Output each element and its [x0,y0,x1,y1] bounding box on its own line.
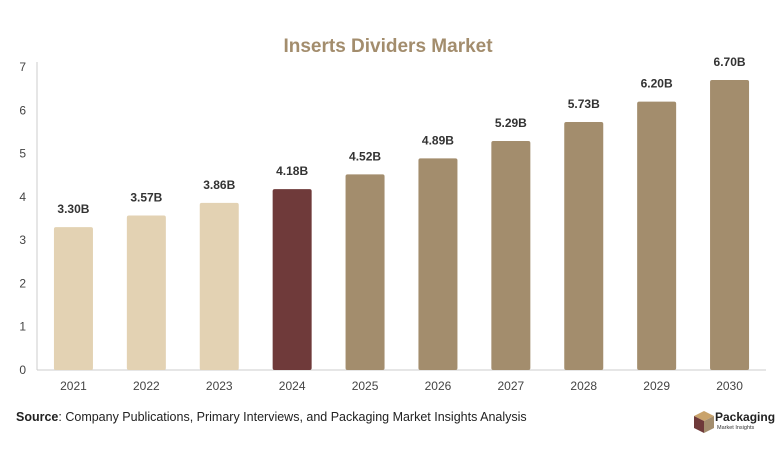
y-tick-label: 0 [19,363,26,377]
chart-title: Inserts Dividers Market [283,36,493,57]
x-tick-label-2024: 2024 [279,379,306,393]
y-tick-label: 3 [19,233,26,247]
x-axis: 2021 2022 2023 2024 2025 2026 2027 2028 2029 2030 [60,379,743,393]
source-note: Source: Company Publications, Primary In… [16,410,527,424]
bar-2027 [491,141,531,370]
data-label-2024: 4.18B [276,164,308,178]
y-tick-label: 6 [19,103,26,117]
bar-2028 [564,121,604,370]
logo-subtitle: Market Insights [717,425,755,431]
data-labels-group: 3.30B 3.57B 3.86B 4.18B 4.52B 4.89B 5.29B 5.73B… [57,55,745,216]
bar-2024 [272,189,312,370]
box-icon [694,411,714,433]
y-tick-label: 2 [19,276,26,290]
brand-logo: Packaging Market Insights [693,408,776,436]
x-tick-label-2029: 2029 [643,379,670,393]
y-tick-label: 7 [19,60,26,74]
data-label-2026: 4.89B [422,133,454,147]
data-label-2027: 5.29B [495,116,527,130]
data-label-2025: 4.52B [349,149,381,163]
source-label: Source [16,410,59,424]
source-text: : Company Publications, Primary Intervie… [58,410,527,424]
bar-2022 [126,215,166,370]
data-label-2023: 3.86B [203,178,235,192]
data-label-2030: 6.70B [714,55,746,69]
data-label-2029: 6.20B [641,77,673,91]
y-tick-label: 4 [19,190,26,204]
x-tick-label-2022: 2022 [133,379,160,393]
bar-2029 [637,101,677,370]
bars-group [53,79,750,370]
bar-2025 [345,174,385,370]
data-label-2022: 3.57B [130,190,162,204]
y-tick-label: 5 [19,147,26,161]
x-tick-label-2021: 2021 [60,379,87,393]
x-tick-label-2023: 2023 [206,379,233,393]
bar-2023 [199,202,239,370]
x-tick-label-2030: 2030 [716,379,743,393]
x-tick-label-2026: 2026 [425,379,452,393]
y-tick-label: 1 [19,320,26,334]
logo-name: Packaging [715,410,776,424]
data-label-2028: 5.73B [568,97,600,111]
x-tick-label-2027: 2027 [497,379,524,393]
bar-2021 [53,227,93,370]
bar-2026 [418,158,458,370]
x-tick-label-2025: 2025 [352,379,379,393]
x-tick-label-2028: 2028 [570,379,597,393]
data-label-2021: 3.30B [57,202,89,216]
bar-2030 [710,79,750,370]
